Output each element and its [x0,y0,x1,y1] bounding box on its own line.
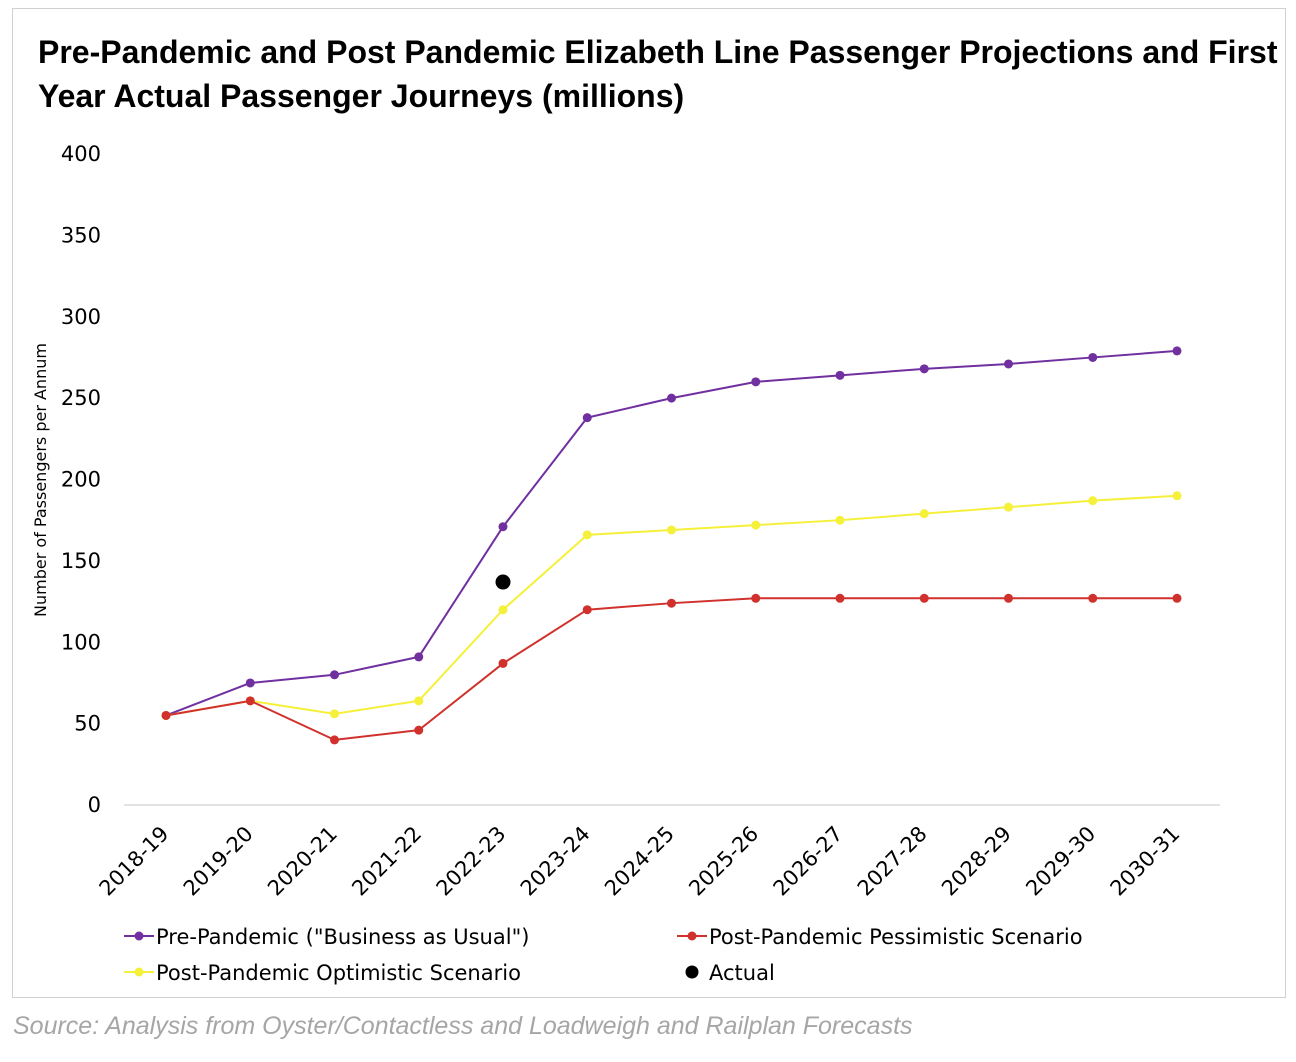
data-point [667,525,676,535]
data-point [1088,593,1098,603]
data-point [1004,593,1013,603]
data-point [1004,359,1013,369]
data-point [919,509,929,519]
y-axis-title: Number of Passengers per Annum [31,343,50,617]
x-tick-label: 2022-23 [432,822,511,901]
data-point [751,593,761,603]
y-tick-label: 350 [61,223,101,247]
data-point [919,593,929,603]
legend-swatch-marker [685,965,699,979]
legend-item: Pre-Pandemic ("Business as Usual") [124,925,529,949]
line-chart: Number of Passengers per Annum 0 50 100 150… [31,142,1220,985]
data-point [1172,346,1182,356]
data-point [835,515,845,525]
y-axis-title-group: Number of Passengers per Annum [31,343,50,617]
data-point [330,709,339,719]
y-tick-label: 0 [88,793,101,817]
data-point [498,658,508,668]
x-tick-label: 2018-19 [95,822,174,901]
y-tick-label: 150 [61,549,101,573]
y-tick-label: 400 [61,142,101,166]
series-line [165,597,1177,741]
legend-swatch-marker [134,967,144,977]
data-point [245,678,255,688]
data-point [667,393,676,403]
x-tick-label: 2019-20 [179,822,258,901]
data-point [582,413,592,423]
x-tick-label: 2026-27 [769,822,848,901]
legend-label: Pre-Pandemic ("Business as Usual") [156,925,529,949]
data-point [414,725,424,735]
x-tick-label: 2028-29 [937,822,1016,901]
data-point [1172,593,1182,603]
x-tick-label: 2021-22 [347,822,426,901]
y-tick-label: 100 [61,630,101,654]
x-tick-label: 2020-21 [263,822,342,901]
legend-item: Actual [685,961,775,985]
y-tick-label: 200 [61,468,101,492]
data-point [582,605,592,615]
data-point [1088,352,1098,362]
series-lines [165,349,1178,741]
data-point [330,735,339,745]
x-tick-label: 2030-31 [1106,822,1185,901]
data-point [835,370,845,380]
y-axis-ticks: 0 50 100 150 200 250 300 350 400 [61,142,101,817]
x-tick-label: 2027-28 [853,822,932,901]
x-tick-label: 2029-30 [1021,822,1100,901]
data-point [414,696,424,706]
legend-item: Post-Pandemic Optimistic Scenario [124,961,521,985]
source-note: Source: Analysis from Oyster/Contactless… [13,1012,913,1040]
data-point [498,522,508,532]
data-point [414,652,424,662]
data-point [919,364,929,374]
legend-label: Actual [709,961,775,985]
chart-title: Pre-Pandemic and Post Pandemic Elizabeth… [38,34,1278,114]
data-point [1088,496,1098,506]
data-point [667,598,676,608]
data-point [498,605,508,615]
y-tick-label: 250 [61,386,101,410]
data-point [751,377,761,387]
data-point [751,520,761,530]
legend-label: Post-Pandemic Optimistic Scenario [156,961,521,985]
data-point [835,593,845,603]
x-tick-label: 2023-24 [516,822,595,901]
legend-item: Post-Pandemic Pessimistic Scenario [677,925,1083,949]
legend-swatch-marker [134,931,144,941]
legend-label: Post-Pandemic Pessimistic Scenario [709,925,1083,949]
x-axis-ticks: 2018-19 2019-20 2020-21 2021-22 2022-23 2023-… [95,822,1185,901]
actual-point [495,574,511,590]
legend-swatch-marker [687,931,697,941]
data-point [330,670,339,680]
data-point [245,696,255,706]
legend: Pre-Pandemic ("Business as Usual") Post-P… [124,925,1083,985]
x-tick-label: 2025-26 [684,822,763,901]
y-tick-label: 300 [61,305,101,329]
series-points [161,346,1182,745]
data-point [1004,502,1013,512]
y-tick-label: 50 [74,712,101,736]
data-point [161,710,171,720]
x-tick-label: 2024-25 [600,822,679,901]
data-point [582,530,592,540]
data-point [1172,491,1182,501]
